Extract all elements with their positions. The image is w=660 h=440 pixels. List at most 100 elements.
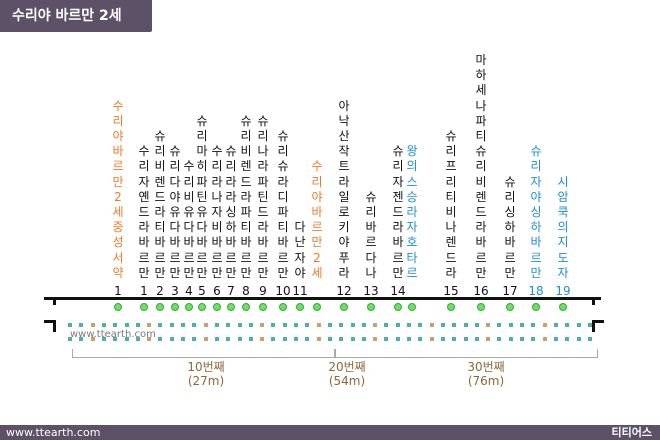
station-number: 18 [528,284,544,298]
carriage-square [147,337,152,341]
station-name: 슈 리 나 라 파 틴 드 라 바 르 만 [257,113,269,280]
station-name: 수 리 야 바 르 만 2 세 중 성 서 약 [112,98,124,280]
carriage-square [68,323,72,327]
carriage-square [452,337,457,341]
station-name: 슈 리 비 렌 드 라 파 티 바 르 만 [240,113,252,280]
station-number: 10 [275,284,291,298]
carriage-square [542,337,547,341]
carriage-square [429,337,434,341]
carriage-square [226,337,231,341]
station-dot[interactable] [394,303,402,311]
station-name: 슈 리 비 렌 드 라 티 바 르 만 [154,129,166,280]
carriage-square [565,323,570,327]
station-dot[interactable] [114,303,122,311]
carriage-square [520,323,524,327]
carriage-square [407,323,411,327]
carriage-square [316,323,321,327]
station-name: 슈 리 자 야 싱 하 바 르 만 [530,144,542,280]
station-name: 아 낙 산 작 트 라 일 로 키 야 푸 라 [338,98,350,280]
carriage-square [294,337,298,341]
station-dot[interactable] [279,303,287,311]
station-dot[interactable] [532,303,540,311]
carriage-square [384,337,389,341]
carriage-square [565,337,570,341]
station-name: 슈 리 바 르 다 나 [365,189,377,280]
ruler-segment-2 [334,349,598,358]
station-name: 마 하 세 나 파 티 슈 리 비 렌 드 라 바 르 만 [475,53,487,280]
station-name: 슈 리 자 젠 드 라 바 르 만 [392,144,404,280]
carriage-square [316,337,321,341]
station-dot[interactable] [198,303,206,311]
carriage-square [327,337,332,341]
station-dot[interactable] [185,303,193,311]
station-number: 1 [140,284,148,298]
station-name: 왕 의 스 승 라 자 호 타 르 [406,144,418,280]
station-dot[interactable] [227,303,235,311]
station-number: 1 [114,284,122,298]
carriage-square [68,337,72,341]
station-dot[interactable] [367,303,375,311]
station-dot[interactable] [156,303,164,311]
station-number: 9 [259,284,267,298]
station-dot[interactable] [408,303,416,311]
station-name: 슈 리 프 리 티 비 나 렌 드 라 [445,129,457,280]
station-dot[interactable] [447,303,455,311]
carriage-square [214,323,219,327]
station-name: 다 난 자 야 [294,220,306,280]
station-dot[interactable] [506,303,514,311]
station-name: 슈 리 마 히 파 틴 유 다 바 르 만 [196,113,208,280]
station-dot[interactable] [242,303,250,311]
carriage-square [474,337,479,341]
carriage-square [203,337,208,341]
station-name: 슈 리 슈 라 디 파 티 바 르 만 [277,129,289,280]
station-dot[interactable] [296,303,304,311]
station-dot[interactable] [313,303,321,311]
track-bracket-right-v [592,320,595,332]
station-number: 14 [390,284,406,298]
carriage-square [158,337,163,341]
car-label-30: 30번째 (76m) [456,360,516,388]
station-dot[interactable] [213,303,221,311]
carriage-square [181,323,185,327]
carriage-square [486,337,491,341]
track-end-left-top [53,297,56,305]
station-dot[interactable] [171,303,179,311]
carriage-square [327,323,332,327]
station-dot[interactable] [259,303,267,311]
carriage-square [294,323,298,327]
track-end-right-top [592,297,595,305]
carriage-square [531,337,536,341]
car-label-20-distance: (54m) [328,374,366,388]
station-dot[interactable] [477,303,485,311]
car-label-20: 20번째 (54m) [317,360,377,388]
carriage-square [384,323,389,327]
carriage-square [508,323,513,327]
carriage-square [553,323,558,327]
carriage-square [429,323,434,327]
carriage-square [260,323,265,327]
carriage-square [361,323,366,327]
carriage-square [553,337,558,341]
carriage-square [124,323,129,327]
carriage-square [135,323,140,327]
carriage-square [418,337,423,341]
footer-site[interactable]: www.ttearth.com [6,426,101,439]
carriage-square [248,337,253,341]
station-number: 5 [198,284,206,298]
carriage-square [226,323,231,327]
station-dot[interactable] [340,303,348,311]
station-number: 4 [185,284,193,298]
carriage-square [463,323,468,327]
carriage-square [113,337,118,341]
carriage-square [576,323,581,327]
footer-bar: www.ttearth.com 티티어스 [0,425,660,440]
carriage-square [452,323,457,327]
station-number: 19 [555,284,571,298]
carriage-square [350,337,355,341]
carriage-square [587,337,592,341]
station-name: 슈 리 라 라 싱 하 바 르 만 [225,144,237,280]
carriage-square [305,337,310,341]
station-dot[interactable] [140,303,148,311]
carriage-square [101,337,106,341]
station-dot[interactable] [559,303,567,311]
